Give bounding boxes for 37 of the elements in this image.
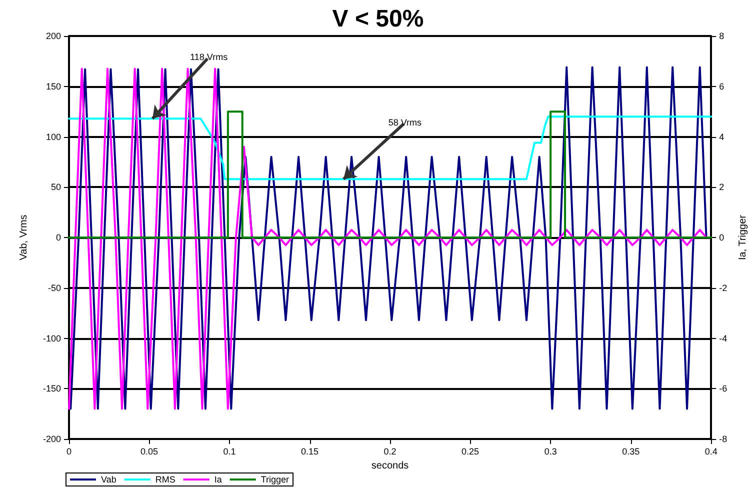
y2-tick-label: -6 [719, 384, 728, 394]
x-tick-label: 0 [66, 446, 72, 456]
annotation: 118 Vrms [190, 52, 228, 62]
y-tick-label: -150 [42, 384, 61, 394]
y-tick-label: 200 [46, 31, 61, 41]
y2-axis-title: Ia, Trigger [738, 214, 748, 260]
y-tick-label: 50 [50, 182, 61, 192]
y-tick-label: -100 [42, 333, 61, 344]
x-axis-title: seconds [371, 460, 409, 472]
y-axis-title: Vab, Vrms [18, 214, 30, 260]
y2-tick-label: 6 [719, 81, 724, 92]
x-tick-label: 0.25 [462, 446, 480, 456]
legend-label: Trigger [260, 474, 290, 484]
annotation: 58 Vrms [388, 118, 422, 128]
chart-title: V < 50% [332, 6, 424, 32]
y2-tick-label: 2 [719, 182, 724, 192]
y-tick-label: 150 [46, 81, 61, 92]
x-tick-label: 0.1 [223, 446, 236, 456]
x-tick-label: 0.3 [544, 446, 557, 456]
y-tick-label: -200 [42, 434, 61, 444]
y-tick-label: 0 [56, 232, 61, 242]
legend-label: Ia [214, 474, 222, 484]
x-tick-label: 0.4 [704, 446, 718, 456]
x-tick-label: 0.15 [301, 446, 319, 456]
x-tick-label: 0.35 [622, 446, 640, 456]
y2-tick-label: 8 [719, 31, 724, 41]
legend-label: Vab [101, 474, 116, 484]
y2-tick-label: -8 [719, 434, 728, 444]
y2-tick-label: -4 [719, 333, 728, 344]
y2-tick-label: -2 [719, 282, 728, 293]
y-tick-label: -50 [48, 282, 61, 293]
y-tick-label: 100 [46, 132, 61, 142]
x-tick-label: 0.05 [140, 446, 158, 456]
x-tick-label: 0.2 [384, 446, 396, 456]
y2-tick-label: 4 [719, 132, 724, 142]
legend-label: RMS [155, 474, 176, 484]
y2-tick-label: 0 [719, 232, 724, 242]
